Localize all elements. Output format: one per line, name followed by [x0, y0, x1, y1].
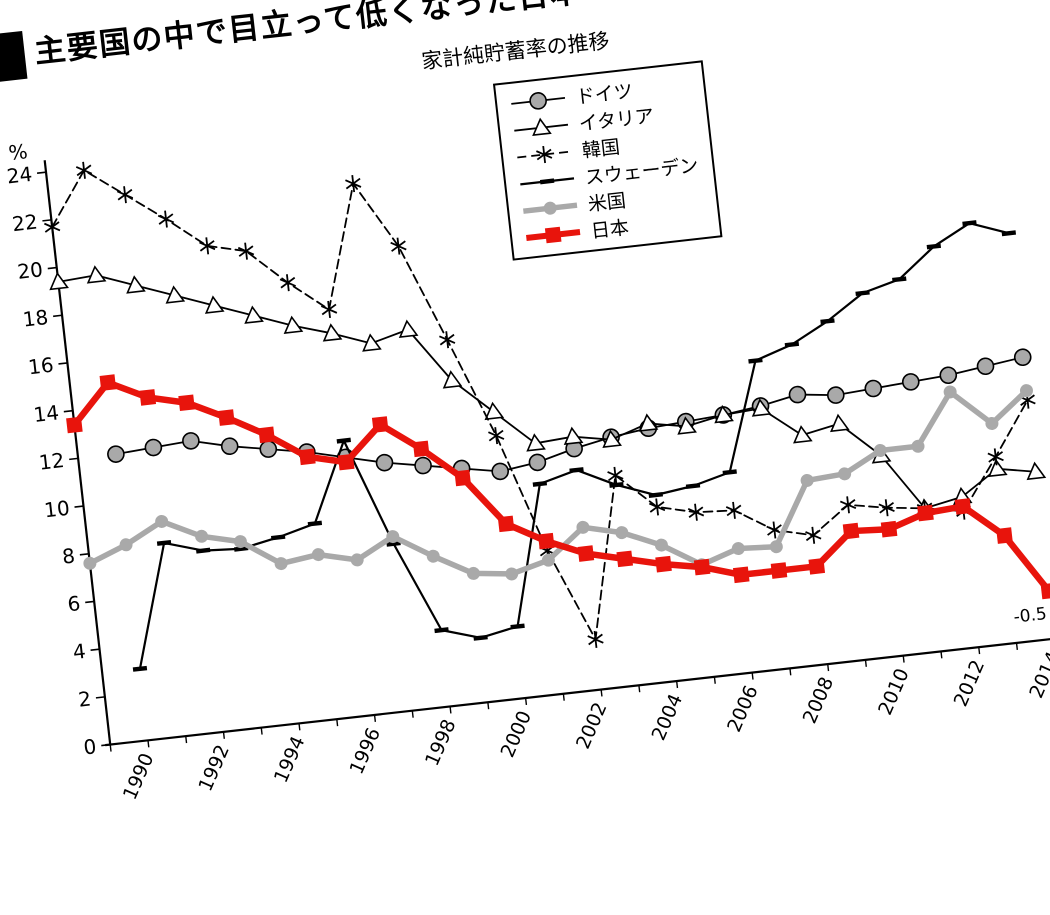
x-axis-label: 1994 — [270, 733, 310, 786]
germany-marker-sample — [511, 91, 566, 110]
x-axis-label: 2000 — [497, 708, 537, 761]
sweden-marker-sample — [520, 176, 575, 185]
y-axis-label: 10 — [43, 496, 71, 523]
chart-legend: ドイツ イタリア 韓国 スウェーデン 米国 日本 — [492, 60, 723, 261]
series-sweden — [132, 220, 1017, 672]
y-axis-label: 4 — [72, 639, 87, 664]
y-axis-label: 12 — [38, 448, 66, 475]
x-axis-label: 2002 — [572, 699, 612, 752]
japan-marker-sample — [525, 226, 581, 243]
x-axis-label: 2010 — [874, 665, 914, 718]
y-axis-label: 16 — [27, 353, 55, 380]
y-axis-label: 20 — [16, 257, 44, 284]
x-axis-label: 2008 — [799, 674, 839, 727]
y-axis-label: 6 — [66, 591, 81, 616]
page: { "header": { "title": "主要国の中で目立って低くなった日… — [0, 0, 1050, 804]
chart-title: 家計純貯蓄率の推移 — [420, 29, 610, 74]
legend-item-sweden: スウェーデン — [517, 151, 700, 198]
y-axis-label: 0 — [82, 734, 97, 759]
legend-item-usa: 米国 — [520, 177, 703, 224]
italy-marker-sample — [514, 117, 569, 136]
y-axis-label: 18 — [22, 305, 50, 332]
y-axis-label: 8 — [61, 543, 76, 568]
x-axis-label: 1992 — [194, 742, 234, 795]
usa-marker-sample — [522, 201, 578, 215]
legend-item-korea: 韓国 — [514, 124, 697, 171]
x-axis-label: 2012 — [950, 657, 990, 710]
y-axis-label: 2 — [77, 687, 92, 712]
series-italy — [49, 265, 1047, 517]
legend-item-italy: イタリア — [511, 97, 694, 144]
series-area — [44, 161, 1050, 672]
x-axis-label: 1996 — [345, 725, 385, 778]
x-axis-label: 1998 — [421, 716, 461, 769]
legend-item-japan: 日本 — [523, 204, 706, 251]
x-axis-label: 2006 — [723, 682, 763, 735]
japan-end-value-label: -0.5 — [1013, 604, 1048, 628]
legend-label: 韓国 — [580, 136, 622, 163]
x-axis-label: 2014 — [1025, 648, 1050, 701]
series-japan — [66, 374, 1050, 600]
y-axis-label: 14 — [32, 400, 60, 427]
y-axis-label: 24 — [5, 162, 33, 189]
legend-item-germany: ドイツ — [508, 70, 691, 117]
series-korea — [44, 161, 1036, 648]
legend-label: 米国 — [586, 189, 628, 216]
legend-label: 日本 — [589, 216, 631, 243]
korea-marker-sample — [517, 145, 572, 163]
y-axis-unit-label: % — [7, 139, 29, 165]
y-axis-label: 22 — [11, 210, 39, 237]
x-axis-label: 2004 — [648, 691, 688, 744]
